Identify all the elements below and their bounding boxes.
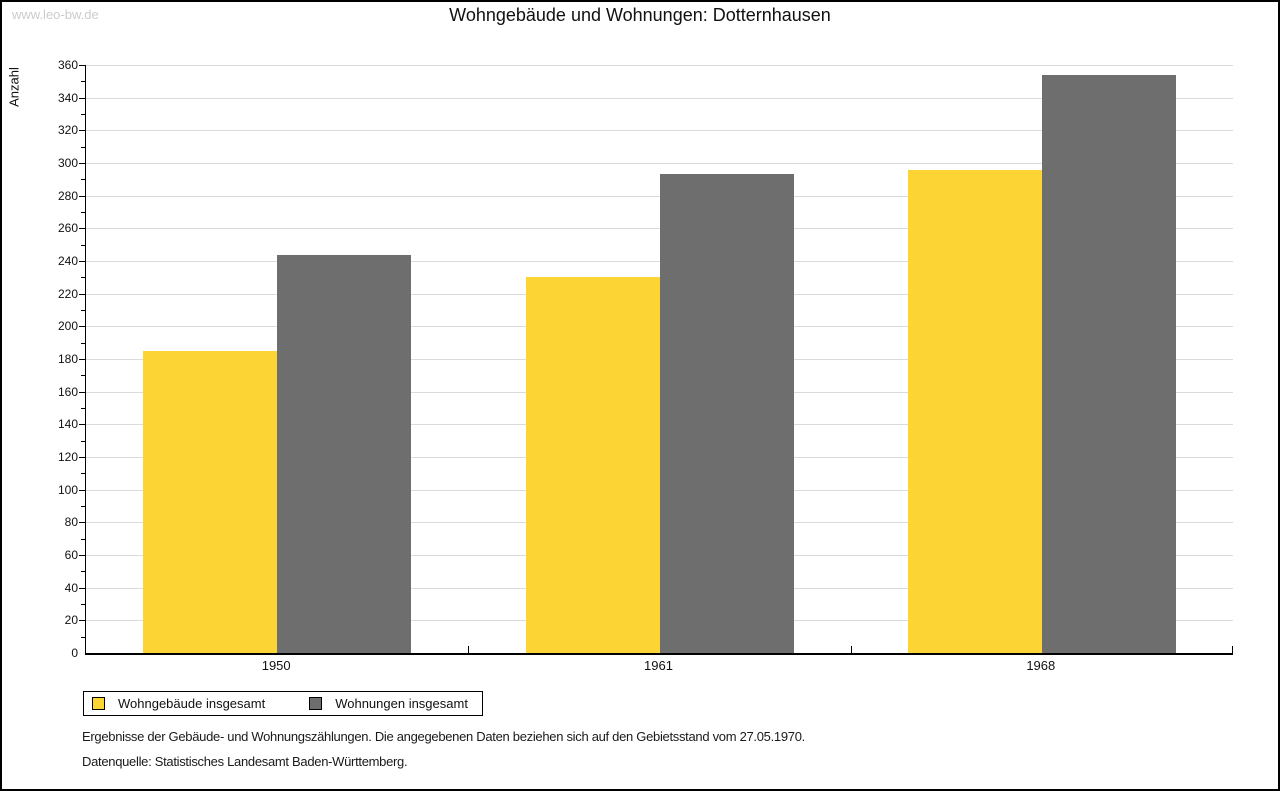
y-major-tick: [79, 457, 85, 458]
y-major-tick: [79, 620, 85, 622]
y-tick-label: 100: [57, 482, 78, 497]
y-major-tick: [79, 424, 85, 426]
y-major-tick: [79, 97, 85, 99]
y-major-tick: [79, 293, 85, 295]
gridline: [86, 163, 1233, 164]
y-tick-label: 120: [57, 450, 78, 464]
footnote-datenquelle: Datenquelle: Statistisches Landesamt Bad…: [82, 754, 408, 769]
y-minor-tick: [81, 604, 85, 605]
bar-1950-wohnungen: [277, 254, 412, 653]
legend-swatch-wohngebaeude-icon: [92, 697, 105, 710]
y-tick-label: 160: [57, 384, 78, 399]
y-major-tick: [79, 261, 85, 262]
y-tick-label: 260: [57, 221, 78, 236]
y-major-tick: [79, 163, 85, 164]
bar-1961-wohnungen: [659, 174, 794, 653]
x-separator-tick: [468, 646, 470, 653]
legend-label-wohnungen: Wohnungen insgesamt: [335, 696, 468, 711]
y-major-tick: [79, 130, 85, 132]
x-tick-label: 1950: [261, 658, 291, 673]
legend-swatch-wohnungen-icon: [309, 697, 323, 710]
x-separator-tick: [850, 646, 852, 653]
gridline: [86, 97, 1233, 99]
y-minor-tick: [81, 408, 85, 409]
y-minor-tick: [81, 473, 85, 475]
watermark: www.leo-bw.de: [12, 7, 99, 22]
y-minor-tick: [81, 375, 85, 377]
legend: Wohngebäude insgesamt Wohnungen insgesam…: [83, 691, 483, 716]
y-tick-label: 340: [57, 90, 78, 105]
bar-1968-wohngebaeude: [907, 169, 1042, 653]
y-major-tick: [79, 522, 85, 524]
legend-item-wohnungen: Wohnungen insgesamt: [309, 696, 468, 711]
y-minor-tick: [81, 636, 85, 638]
y-tick-label: 300: [57, 156, 78, 170]
y-major-tick: [79, 326, 85, 328]
y-minor-tick: [81, 277, 85, 279]
x-axis-end-tick: [1232, 646, 1233, 653]
bar-1950-wohngebaeude: [143, 350, 278, 653]
y-minor-tick: [81, 179, 85, 181]
bar-1968-wohnungen: [1041, 74, 1176, 653]
y-minor-tick: [81, 310, 85, 311]
y-major-tick: [79, 555, 85, 556]
bar-1961-wohngebaeude: [525, 277, 660, 653]
y-tick-label: 40: [64, 580, 78, 595]
plot-area: [85, 65, 1233, 655]
y-minor-tick: [81, 538, 85, 540]
footnote-gebietsstand: Ergebnisse der Gebäude- und Wohnungszähl…: [82, 729, 805, 744]
y-major-tick: [79, 391, 85, 393]
y-minor-tick: [81, 81, 85, 83]
y-minor-tick: [81, 212, 85, 213]
y-tick-label: 20: [64, 613, 78, 628]
y-minor-tick: [81, 114, 85, 115]
x-tick-label: 1961: [644, 658, 673, 673]
y-major-tick: [79, 489, 85, 491]
gridline: [86, 130, 1233, 132]
y-tick-label: 0: [71, 646, 78, 660]
chart-title: Wohngebäude und Wohnungen: Dotternhausen: [449, 5, 831, 25]
legend-item-wohngebaeude: Wohngebäude insgesamt: [92, 696, 265, 711]
y-minor-tick: [81, 146, 85, 148]
y-tick-label: 140: [57, 417, 78, 432]
y-tick-label: 240: [57, 254, 78, 268]
y-tick-label: 320: [57, 123, 78, 138]
y-tick-label: 180: [57, 352, 78, 366]
y-tick-label: 80: [64, 515, 78, 530]
y-minor-tick: [81, 440, 85, 442]
y-tick-label: 220: [57, 286, 78, 301]
x-tick-label: 1968: [1026, 658, 1056, 673]
y-major-tick: [79, 228, 85, 230]
y-tick-label: 200: [57, 319, 78, 334]
gridline: [86, 65, 1233, 66]
y-major-tick: [79, 359, 85, 360]
y-minor-tick: [81, 571, 85, 573]
legend-label-wohngebaeude: Wohngebäude insgesamt: [118, 696, 266, 711]
y-tick-label: 60: [64, 548, 78, 562]
y-tick-label: 360: [57, 58, 78, 72]
y-major-tick: [79, 587, 85, 589]
y-major-tick: [79, 195, 85, 197]
y-major-tick: [79, 65, 85, 66]
y-tick-label: 280: [57, 188, 78, 203]
y-minor-tick: [81, 342, 85, 344]
y-minor-tick: [81, 244, 85, 246]
y-minor-tick: [81, 506, 85, 507]
